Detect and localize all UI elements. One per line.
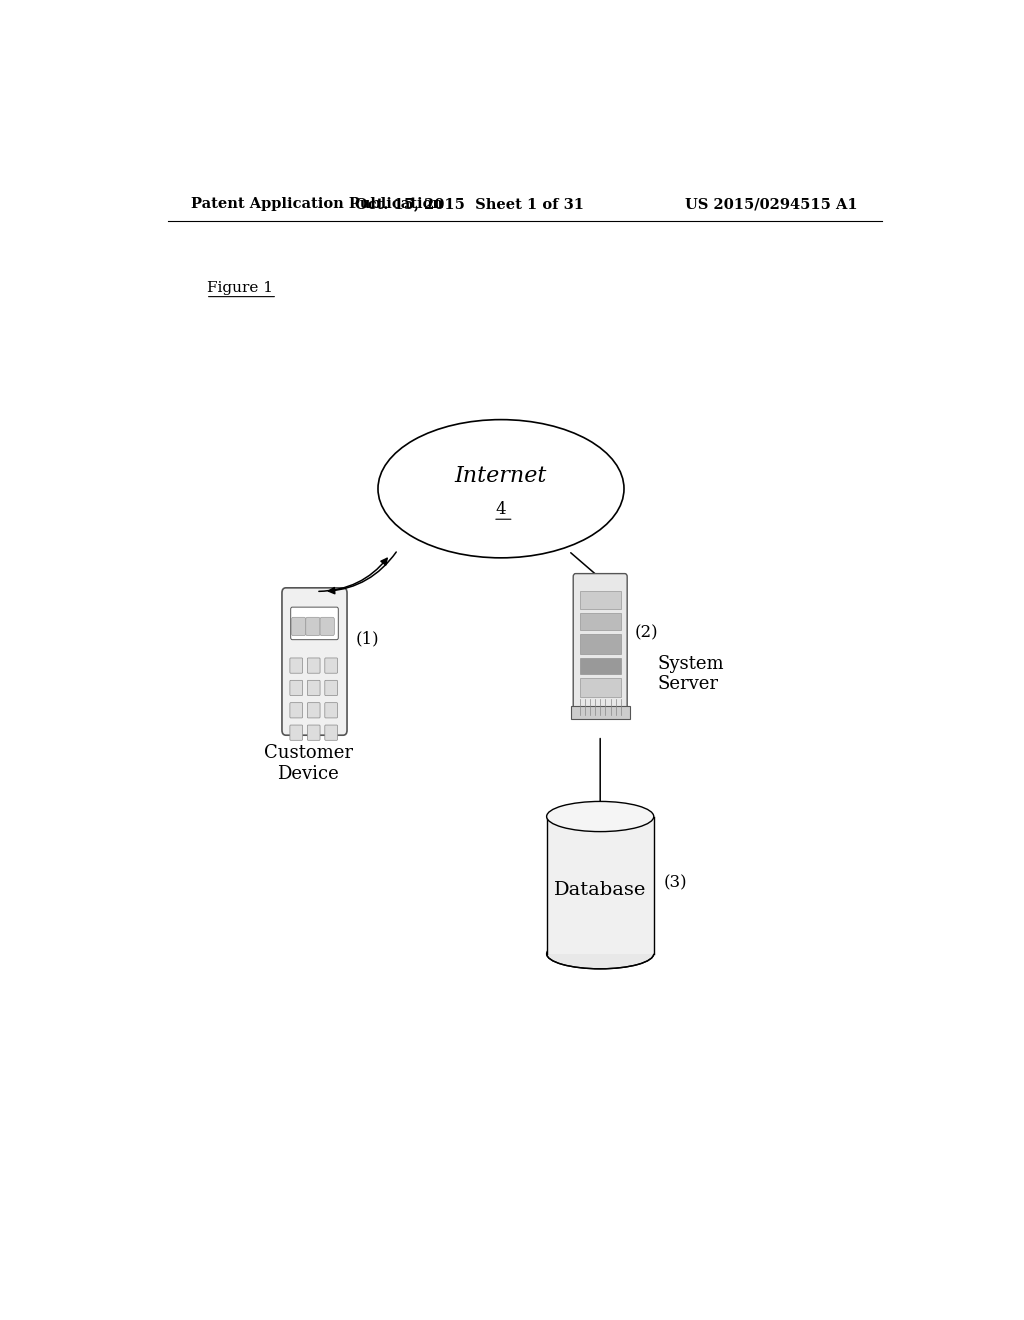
Text: System: System <box>657 655 724 673</box>
Bar <box>580 591 621 609</box>
Ellipse shape <box>547 939 653 969</box>
FancyArrowPatch shape <box>329 552 396 594</box>
Text: Customer: Customer <box>263 744 352 762</box>
Text: (2): (2) <box>635 624 658 642</box>
FancyBboxPatch shape <box>290 702 303 718</box>
Bar <box>547 817 653 954</box>
FancyBboxPatch shape <box>307 702 321 718</box>
FancyBboxPatch shape <box>291 607 338 640</box>
FancyBboxPatch shape <box>290 725 303 741</box>
FancyArrowPatch shape <box>318 558 387 591</box>
FancyBboxPatch shape <box>321 618 334 636</box>
Text: Oct. 15, 2015  Sheet 1 of 31: Oct. 15, 2015 Sheet 1 of 31 <box>354 197 584 211</box>
Bar <box>580 634 621 653</box>
FancyBboxPatch shape <box>306 618 321 636</box>
Text: Device: Device <box>278 766 339 783</box>
FancyBboxPatch shape <box>573 574 627 717</box>
Ellipse shape <box>547 801 653 832</box>
Text: Server: Server <box>657 675 718 693</box>
Text: Figure 1: Figure 1 <box>207 281 273 296</box>
FancyBboxPatch shape <box>307 680 321 696</box>
Bar <box>580 614 621 630</box>
Bar <box>580 657 621 675</box>
FancyBboxPatch shape <box>325 702 338 718</box>
Bar <box>580 678 621 697</box>
Text: Database: Database <box>554 882 646 899</box>
FancyBboxPatch shape <box>307 725 321 741</box>
Bar <box>570 706 630 719</box>
FancyBboxPatch shape <box>290 680 303 696</box>
FancyBboxPatch shape <box>290 657 303 673</box>
Text: Internet: Internet <box>455 465 547 487</box>
Text: 4: 4 <box>496 500 506 517</box>
FancyBboxPatch shape <box>325 657 338 673</box>
Text: (3): (3) <box>664 875 687 891</box>
Text: US 2015/0294515 A1: US 2015/0294515 A1 <box>685 197 858 211</box>
FancyBboxPatch shape <box>307 657 321 673</box>
FancyBboxPatch shape <box>292 618 306 636</box>
FancyBboxPatch shape <box>282 587 347 735</box>
Text: (1): (1) <box>355 631 379 648</box>
FancyBboxPatch shape <box>325 680 338 696</box>
FancyBboxPatch shape <box>325 725 338 741</box>
Text: Patent Application Publication: Patent Application Publication <box>191 197 443 211</box>
